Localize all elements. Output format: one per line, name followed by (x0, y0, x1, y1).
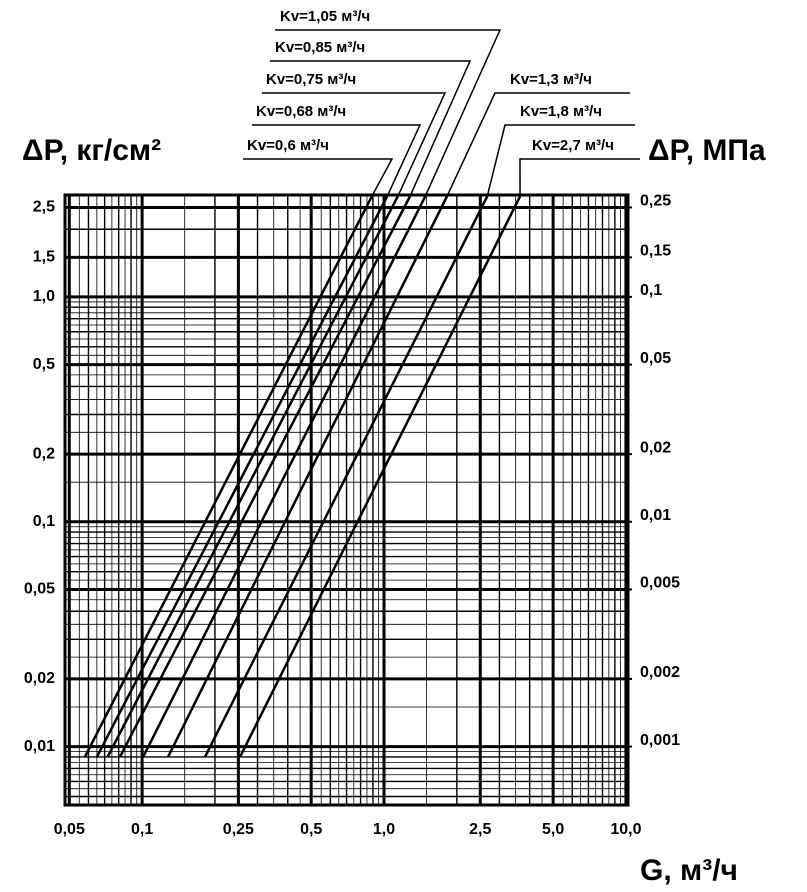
x-tick-label: 2,5 (469, 821, 491, 838)
y2-tick-label: 0,15 (640, 243, 671, 260)
y-axis-label: ΔP, кг/см² (22, 134, 161, 167)
y2-tick-label: 0,005 (640, 575, 680, 592)
label-leader (486, 124, 635, 197)
y2-tick-label: 0,001 (640, 732, 680, 749)
y-tick-label: 2,5 (33, 199, 55, 216)
series-label: Kv=1,05 м³/ч (280, 8, 370, 25)
y-tick-label: 0,5 (33, 356, 55, 373)
x-tick-label: 0,25 (223, 821, 254, 838)
y-tick-label: 1,5 (33, 249, 55, 266)
kv-line (166, 195, 449, 758)
label-leader (275, 29, 502, 197)
label-leader (270, 60, 472, 197)
x-tick-label: 1,0 (373, 821, 395, 838)
label-leader (252, 124, 422, 197)
kv-line (142, 195, 427, 758)
y2-tick-label: 0,05 (640, 350, 671, 367)
x-tick-label: 5,0 (542, 821, 564, 838)
kv-line (95, 195, 389, 758)
y2-tick-label: 0,1 (640, 282, 662, 299)
y-tick-label: 1,0 (33, 288, 55, 305)
y-tick-label: 0,2 (33, 445, 55, 462)
x-tick-label: 0,05 (54, 821, 85, 838)
label-leader (446, 92, 630, 197)
series-label: Kv=0,85 м³/ч (275, 39, 365, 56)
y2-tick-label: 0,25 (640, 193, 671, 210)
kv-line (106, 195, 399, 758)
series-label: Kv=2,7 м³/ч (532, 137, 614, 154)
series-label: Kv=0,6 м³/ч (247, 137, 329, 154)
x-tick-label: 10,0 (610, 821, 641, 838)
label-leader (262, 92, 447, 197)
y-tick-label: 0,1 (33, 513, 55, 530)
series-label: Kv=0,75 м³/ч (266, 71, 356, 88)
kv-line (83, 195, 373, 758)
y-tick-label: 0,02 (24, 670, 55, 687)
plot-frame (63, 193, 630, 807)
y2-tick-label: 0,02 (640, 439, 671, 456)
x-tick-label: 0,5 (300, 821, 322, 838)
y2-tick-label: 0,002 (640, 664, 680, 681)
y-tick-label: 0,05 (24, 581, 55, 598)
kv-line (203, 195, 489, 758)
series-label: Kv=1,8 м³/ч (520, 103, 602, 120)
kv-line (118, 195, 412, 758)
x-axis-label: G, м³/ч (640, 854, 738, 887)
y2-axis-label: ΔP, МПа (648, 134, 766, 167)
y2-tick-label: 0,01 (640, 507, 671, 524)
label-leader (243, 158, 394, 197)
label-leader (519, 158, 640, 197)
kv-line (238, 195, 522, 758)
x-tick-label: 0,1 (131, 821, 153, 838)
y-tick-label: 0,01 (24, 738, 55, 755)
series-label: Kv=1,3 м³/ч (510, 71, 592, 88)
series-label: Kv=0,68 м³/ч (256, 103, 346, 120)
